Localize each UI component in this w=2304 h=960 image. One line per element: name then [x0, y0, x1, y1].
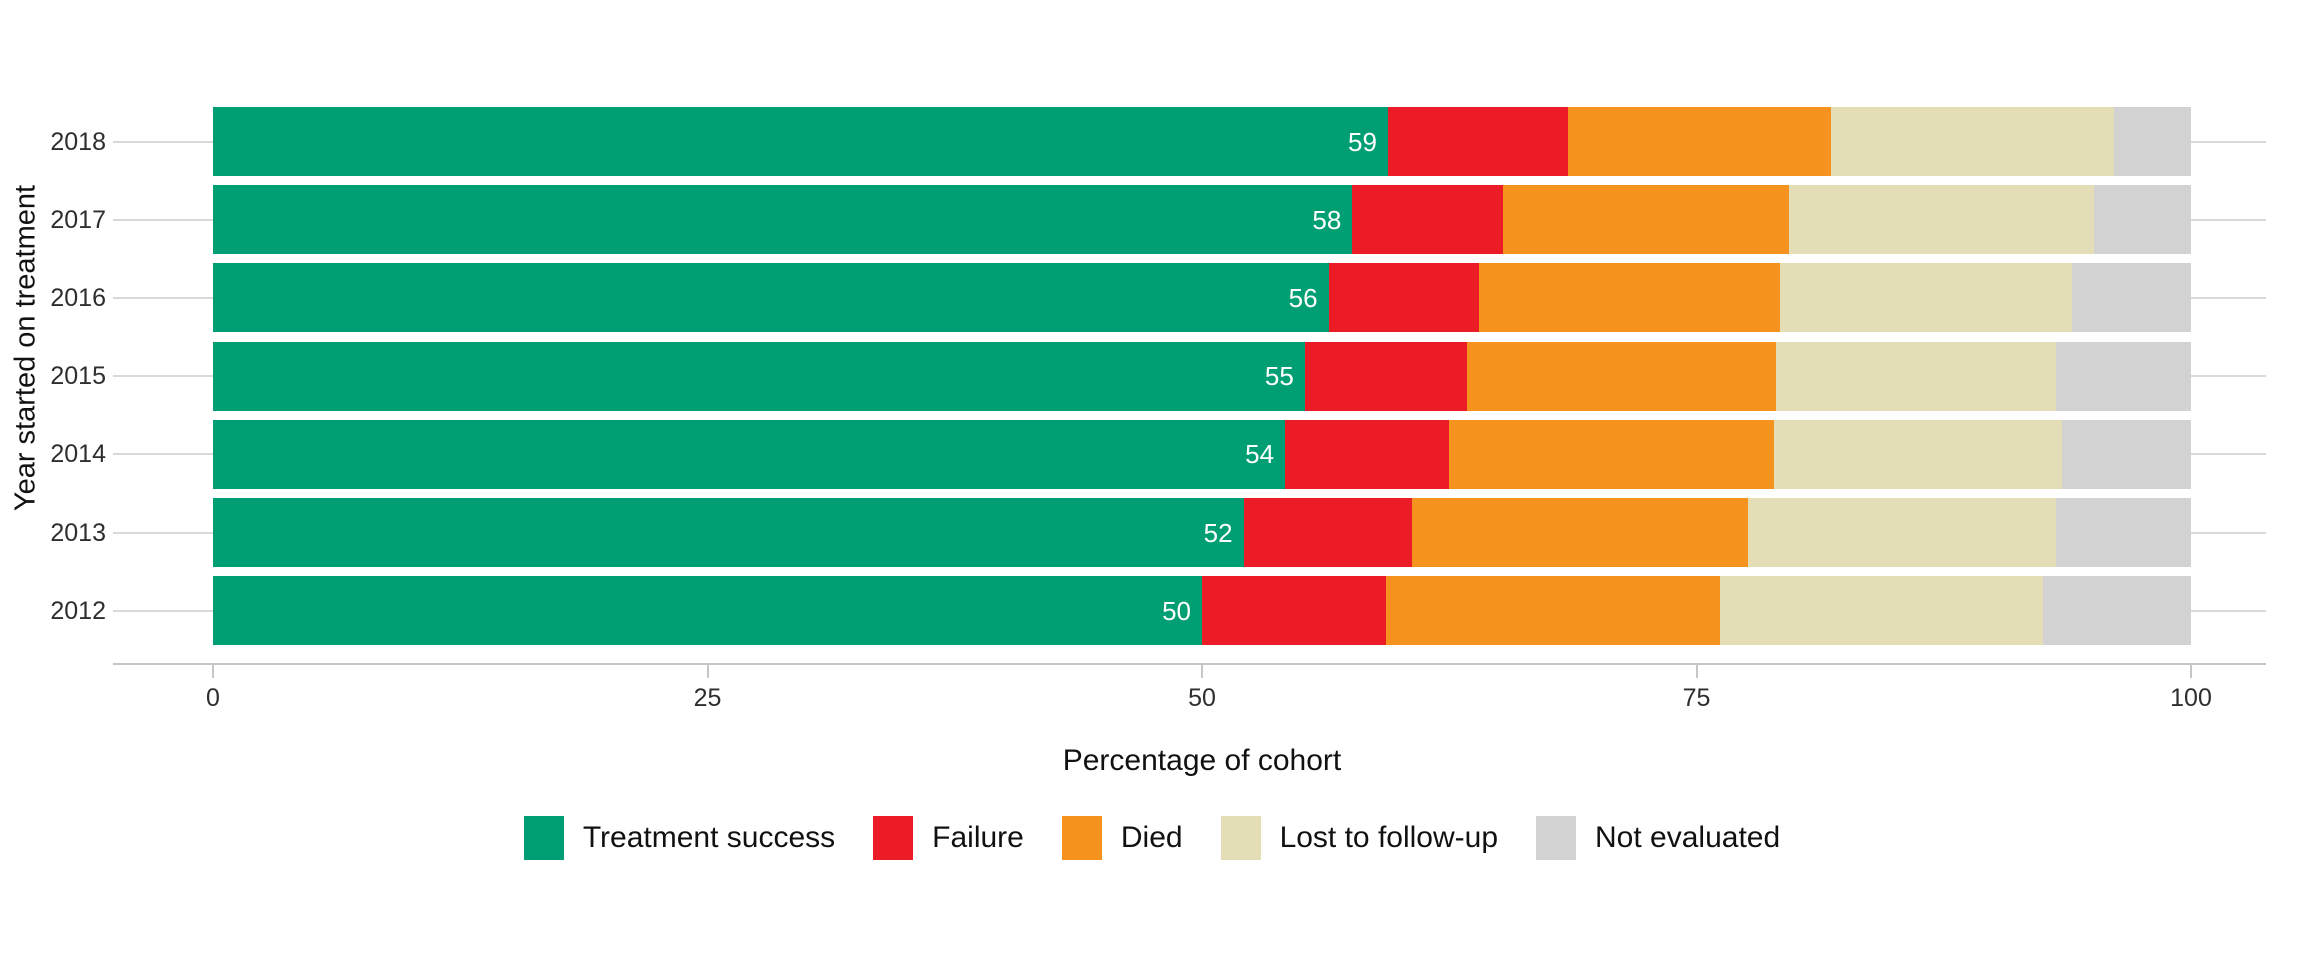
bar-segment-died-2012: [1385, 576, 1721, 646]
legend-label: Not evaluated: [1595, 821, 1781, 854]
bar-value-label-2016: 56: [1288, 282, 1318, 313]
bar-segment-lost-to-follow-up-2012: [1720, 576, 2043, 646]
bar-segment-failure-2012: [1202, 576, 1386, 646]
bar-row-2017: 58: [213, 185, 2191, 255]
x-tick-0: [212, 665, 214, 678]
x-tick-label-50: 50: [1188, 684, 1216, 712]
bar-segment-died-2018: [1567, 107, 1831, 176]
y-tick-label-2014: 2014: [50, 440, 106, 469]
bar-segment-treatment-success-2014: 54: [213, 419, 1286, 489]
bar-segment-failure-2013: [1243, 498, 1412, 567]
bar-segment-lost-to-follow-up-2017: [1789, 185, 2095, 255]
bar-row-2015: 55: [213, 341, 2191, 411]
bar-segment-not-evaluated-2014: [2062, 419, 2191, 489]
bar-segment-not-evaluated-2015: [2056, 341, 2191, 411]
bar-row-2016: 56: [213, 263, 2191, 333]
x-tick-75: [1695, 665, 1698, 678]
legend-label: Treatment success: [582, 821, 836, 854]
x-axis-line: [113, 663, 2266, 665]
bar-value-label-2013: 52: [1203, 517, 1233, 548]
y-tick-label-2018: 2018: [50, 127, 106, 156]
legend-label: Lost to follow-up: [1279, 821, 1499, 854]
legend: Treatment success Failure Died Lost to foll…: [0, 816, 2304, 860]
bar-row-2018: 59: [213, 107, 2191, 176]
bar-row-2012: 50: [213, 576, 2191, 646]
bar-segment-died-2016: [1478, 263, 1780, 333]
bar-segment-treatment-success-2018: 59: [213, 107, 1388, 176]
bar-row-2013: 52: [213, 498, 2191, 567]
bar-segment-lost-to-follow-up-2018: [1830, 107, 2114, 176]
bar-segment-failure-2015: [1304, 341, 1468, 411]
bar-segment-not-evaluated-2013: [2056, 498, 2191, 567]
x-tick-100: [2190, 665, 2192, 678]
x-axis-title: Percentage of cohort: [1062, 744, 1342, 777]
bar-segment-died-2014: [1449, 419, 1774, 489]
y-tick-label-2015: 2015: [50, 362, 106, 391]
x-tick-25: [706, 665, 709, 678]
bar-segment-not-evaluated-2012: [2042, 576, 2191, 646]
bar-segment-lost-to-follow-up-2014: [1773, 419, 2063, 489]
legend-item-failure: Failure: [873, 816, 1024, 860]
legend-item-treatment-success: Treatment success: [523, 816, 836, 860]
bar-segment-failure-2018: [1387, 107, 1568, 176]
y-tick-label-2017: 2017: [50, 205, 106, 234]
legend-swatch-icon: [873, 816, 914, 860]
bar-value-label-2018: 59: [1348, 126, 1377, 157]
legend-swatch-icon: [523, 816, 564, 860]
bar-segment-treatment-success-2015: 55: [213, 341, 1305, 411]
legend-swatch-icon: [1220, 816, 1261, 860]
y-tick-label-2012: 2012: [50, 596, 106, 625]
x-tick-50: [1201, 665, 1203, 678]
bar-segment-treatment-success-2016: 56: [213, 263, 1329, 333]
bar-segment-lost-to-follow-up-2015: [1775, 341, 2057, 411]
x-tick-label-0: 0: [206, 684, 220, 712]
bar-segment-lost-to-follow-up-2013: [1747, 498, 2057, 567]
x-tick-label-75: 75: [1682, 684, 1711, 712]
bar-row-2014: 54: [213, 419, 2191, 489]
y-tick-label-2016: 2016: [50, 283, 106, 312]
legend-swatch-icon: [1536, 816, 1577, 860]
bar-segment-not-evaluated-2018: [2113, 107, 2191, 176]
bar-segment-failure-2017: [1352, 185, 1503, 255]
bar-segment-died-2013: [1411, 498, 1748, 567]
bar-value-label-2017: 58: [1312, 204, 1342, 235]
legend-item-lost-to-follow-up: Lost to follow-up: [1220, 816, 1499, 860]
plot-panel: 59 58 56 55 54 52 50: [113, 60, 2266, 664]
bar-segment-failure-2016: [1328, 263, 1479, 333]
bar-segment-not-evaluated-2017: [2094, 185, 2191, 255]
x-tick-label-25: 25: [693, 684, 722, 712]
legend-label: Failure: [932, 821, 1024, 854]
legend-item-not-evaluated: Not evaluated: [1536, 816, 1780, 860]
bar-value-label-2015: 55: [1264, 361, 1294, 392]
legend-label: Died: [1120, 821, 1183, 854]
legend-item-died: Died: [1061, 816, 1183, 860]
bar-value-label-2012: 50: [1162, 595, 1191, 626]
legend-swatch-icon: [1061, 816, 1102, 860]
bar-segment-failure-2014: [1285, 419, 1450, 489]
bar-segment-lost-to-follow-up-2016: [1779, 263, 2073, 333]
y-tick-label-2013: 2013: [50, 518, 106, 547]
bar-segment-treatment-success-2012: 50: [213, 576, 1202, 646]
bar-value-label-2014: 54: [1245, 439, 1275, 470]
bar-segment-died-2017: [1502, 185, 1790, 255]
bar-segment-treatment-success-2017: 58: [213, 185, 1353, 255]
bar-segment-treatment-success-2013: 52: [213, 498, 1244, 567]
bar-segment-not-evaluated-2016: [2072, 263, 2191, 333]
bar-segment-died-2015: [1467, 341, 1776, 411]
x-tick-label-100: 100: [2170, 684, 2212, 712]
